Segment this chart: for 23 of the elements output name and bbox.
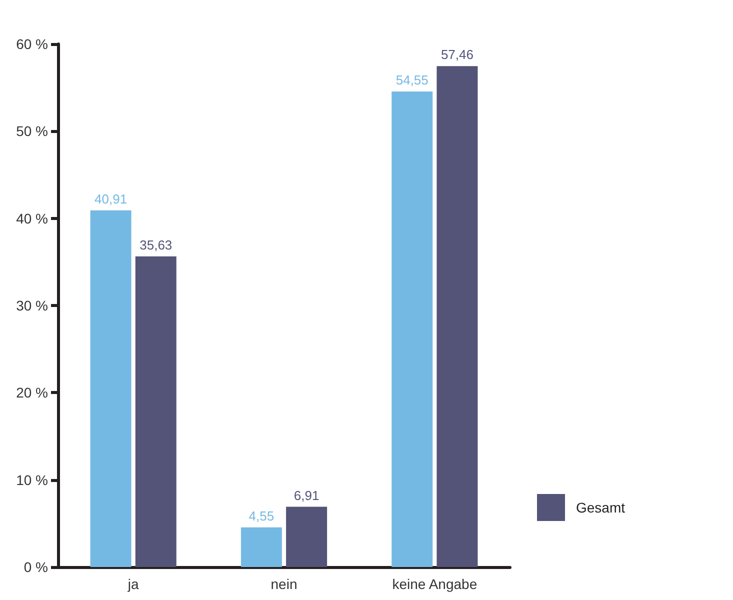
- y-tick-label: 50 %: [16, 123, 48, 140]
- data-label: 40,91: [94, 191, 128, 206]
- bar: [240, 527, 282, 567]
- bar: [392, 92, 433, 567]
- bar: [90, 210, 132, 567]
- y-tick-label: 40 %: [16, 210, 48, 226]
- y-tick-label: 0 %: [24, 559, 48, 575]
- legend-label: Gesamt: [576, 500, 626, 516]
- y-tick-label: 20 %: [16, 384, 48, 401]
- bar: [436, 66, 478, 567]
- data-label: 35,63: [140, 237, 172, 252]
- bar: [135, 256, 176, 567]
- y-tick-label: 30 %: [16, 298, 48, 314]
- data-label: 6,91: [294, 488, 320, 503]
- y-tick-label: 60 %: [16, 36, 48, 52]
- data-label: 54,55: [396, 72, 428, 88]
- x-tick-label: ja: [126, 576, 139, 592]
- data-label: 4,55: [248, 508, 274, 524]
- x-tick-label: nein: [270, 576, 298, 592]
- bar: [286, 506, 328, 567]
- x-tick-label: keine Angabe: [392, 576, 478, 592]
- data-label: 57,46: [440, 47, 474, 62]
- y-tick-label: 10 %: [16, 472, 48, 488]
